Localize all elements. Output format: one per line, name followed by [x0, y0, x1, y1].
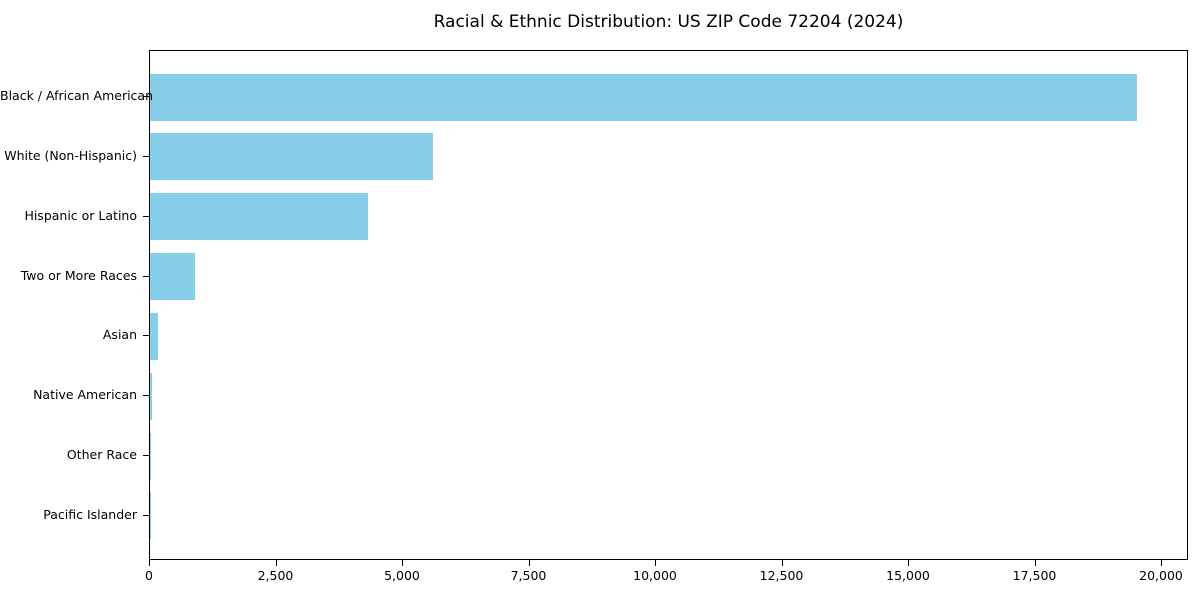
y-category-label: White (Non-Hispanic) [4, 147, 137, 163]
bar [150, 73, 1137, 121]
x-tick-label: 0 [145, 568, 153, 583]
x-tick-mark [402, 560, 403, 566]
x-tick-mark [528, 560, 530, 566]
x-tick-mark [1034, 560, 1036, 566]
x-tick-mark [1161, 560, 1162, 566]
y-tick-mark [143, 96, 149, 97]
y-category-label: Asian [102, 327, 137, 343]
chart-title: Racial & Ethnic Distribution: US ZIP Cod… [433, 12, 904, 32]
bar [150, 432, 151, 480]
y-axis-labels: Black / African American White (Non-Hispa… [0, 50, 154, 560]
bar [150, 253, 195, 301]
x-tick-label: 12,500 [759, 568, 804, 583]
x-tick-label: 5,000 [384, 568, 420, 583]
bar [150, 312, 159, 360]
y-category-label: Other Race [66, 447, 137, 463]
y-tick-mark [143, 335, 149, 337]
x-tick-label: 10,000 [633, 568, 677, 583]
y-category-label: Pacific Islander [43, 506, 137, 522]
x-tick-mark [655, 560, 656, 566]
plot-area [149, 50, 1188, 560]
x-tick-label: 2,500 [257, 568, 294, 583]
x-tick-mark [275, 560, 277, 566]
x-tick-label: 17,500 [1012, 568, 1057, 583]
x-tick-mark [908, 560, 909, 566]
y-tick-mark [143, 395, 149, 397]
y-tick-mark [143, 215, 149, 217]
x-tick-label: 7,500 [510, 568, 547, 583]
bar [150, 372, 152, 420]
y-category-label: Hispanic or Latino [24, 207, 137, 223]
y-category-label: Two or More Races [20, 267, 137, 283]
x-tick-label: 20,000 [1139, 568, 1183, 583]
y-tick-mark [143, 155, 149, 157]
y-tick-mark [143, 275, 149, 277]
y-category-label: Native American [33, 387, 137, 403]
y-category-label: Black / African American [0, 88, 154, 103]
y-tick-mark [143, 514, 149, 516]
x-tick-mark [781, 560, 783, 566]
x-tick-mark [149, 560, 150, 566]
y-tick-mark [143, 455, 149, 457]
bar [150, 193, 368, 241]
bar [150, 133, 434, 181]
x-tick-label: 15,000 [886, 568, 930, 583]
